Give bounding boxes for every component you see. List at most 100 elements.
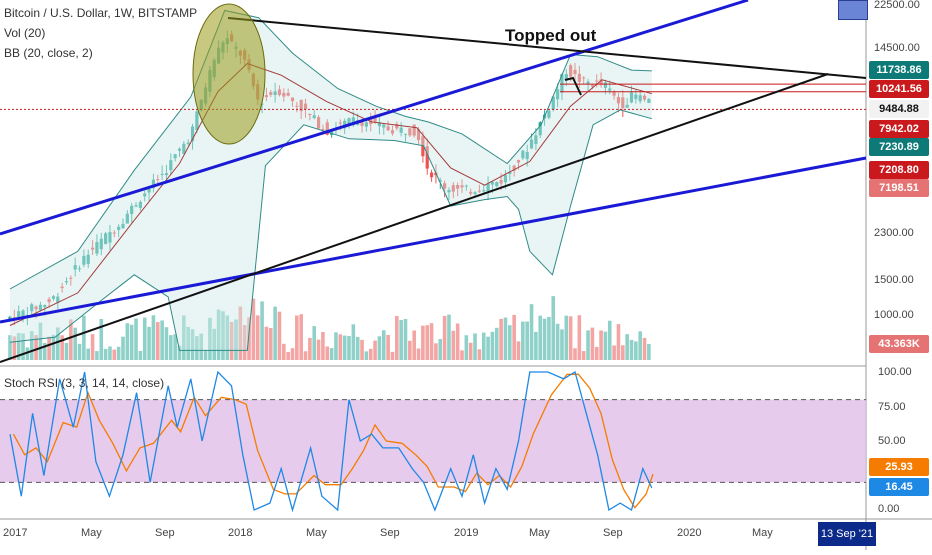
candle-body	[399, 127, 403, 133]
stoch-tick-label: 0.00	[878, 503, 900, 515]
volume-bar	[282, 343, 286, 360]
volume-bar	[481, 332, 486, 360]
candle-body	[456, 185, 460, 189]
time-tick-label: Sep	[603, 527, 623, 539]
price-tag: 10241.56	[869, 80, 929, 98]
candle-body	[556, 89, 560, 100]
candle-body	[621, 97, 625, 108]
candle-body	[47, 299, 51, 303]
candle-body	[82, 255, 86, 265]
candle-body	[325, 122, 329, 135]
candle-body	[386, 126, 390, 131]
stoch-rsi-legend[interactable]: Stoch RSI (3, 3, 14, 14, close)	[4, 376, 165, 390]
candle-body	[569, 65, 573, 77]
volume-bar	[360, 339, 364, 360]
volume-bar	[477, 349, 482, 360]
price-tick-label: 2300.00	[874, 227, 914, 239]
volume-bar	[299, 314, 303, 360]
volume-bar	[125, 323, 130, 360]
candle-body	[338, 122, 342, 124]
candle-body	[182, 143, 186, 154]
volume-bar	[229, 322, 234, 360]
volume-bar	[12, 336, 17, 360]
volume-bar	[342, 335, 347, 360]
volume-bar	[164, 327, 169, 360]
bb-legend[interactable]: BB (20, close, 2)	[4, 46, 93, 60]
volume-bar	[347, 336, 351, 360]
candle-body	[564, 74, 568, 80]
volume-bar	[160, 320, 164, 360]
candle-body	[503, 175, 508, 183]
volume-bar	[264, 326, 269, 360]
bb-fill	[10, 10, 652, 351]
volume-bar	[542, 318, 547, 360]
volume-bar	[338, 334, 343, 360]
volume-bar	[577, 315, 582, 360]
candle-body	[473, 192, 477, 195]
volume-bar	[508, 325, 512, 360]
volume-bar	[499, 318, 503, 360]
volume-bar	[73, 327, 77, 360]
volume-bar	[142, 317, 147, 360]
volume-bar	[295, 315, 299, 360]
candle-body	[469, 191, 473, 194]
price-tag: 9484.88	[869, 100, 929, 118]
volume-bar	[16, 333, 21, 360]
volume-bar	[455, 323, 460, 360]
candle-body	[290, 97, 295, 102]
volume-legend[interactable]: Vol (20)	[4, 26, 46, 40]
volume-bar	[373, 340, 377, 360]
candle-body	[286, 92, 290, 96]
swing-marker	[564, 76, 582, 96]
volume-bar	[108, 346, 112, 360]
candle-body	[277, 89, 282, 96]
drawing-tool-box[interactable]	[838, 0, 868, 20]
candle-body	[77, 268, 82, 270]
volume-bar	[568, 316, 573, 360]
candle-body	[642, 95, 647, 100]
volume-bar	[134, 318, 138, 360]
stoch-band-fill	[0, 399, 866, 483]
candle-body	[560, 74, 564, 93]
candle-body	[582, 77, 586, 79]
volume-bar	[38, 322, 43, 360]
volume-bar	[129, 324, 134, 360]
candle-body	[347, 118, 351, 125]
volume-bar	[555, 323, 560, 360]
symbol-title[interactable]: Bitcoin / U.S. Dollar, 1W, BITSTAMP	[4, 6, 198, 20]
candle-body	[551, 96, 555, 110]
volume-bar	[494, 327, 499, 360]
bb-lower-line	[9, 109, 652, 351]
volume-bar	[607, 320, 612, 360]
volume-bar	[594, 346, 599, 360]
volume-bar	[547, 316, 551, 360]
candle-body	[295, 105, 299, 107]
candle-body	[373, 118, 377, 122]
volume-bar	[521, 321, 525, 360]
volume-bar	[21, 333, 25, 360]
candle-body	[608, 88, 612, 91]
volume-bar	[255, 315, 260, 360]
volume-bar	[603, 331, 608, 360]
candle-body	[73, 265, 77, 270]
time-tick-label: 2020	[677, 527, 702, 539]
candle-body	[425, 146, 429, 169]
candle-body	[521, 150, 525, 159]
candle-body	[629, 92, 634, 103]
volume-bar	[177, 345, 182, 360]
price-tick-label: 14500.00	[874, 42, 920, 54]
candle-body	[616, 97, 621, 104]
volume-bar	[390, 351, 395, 360]
volume-bar	[355, 336, 360, 360]
candle-body	[395, 123, 399, 129]
time-tick-label: May	[306, 527, 327, 539]
volume-bar	[512, 314, 516, 360]
volume-bar	[573, 348, 577, 360]
time-tick-label: Sep	[380, 527, 400, 539]
candle-body	[160, 173, 164, 175]
candle-body	[104, 233, 108, 245]
volume-bar	[525, 321, 529, 360]
volume-bar	[247, 317, 251, 360]
